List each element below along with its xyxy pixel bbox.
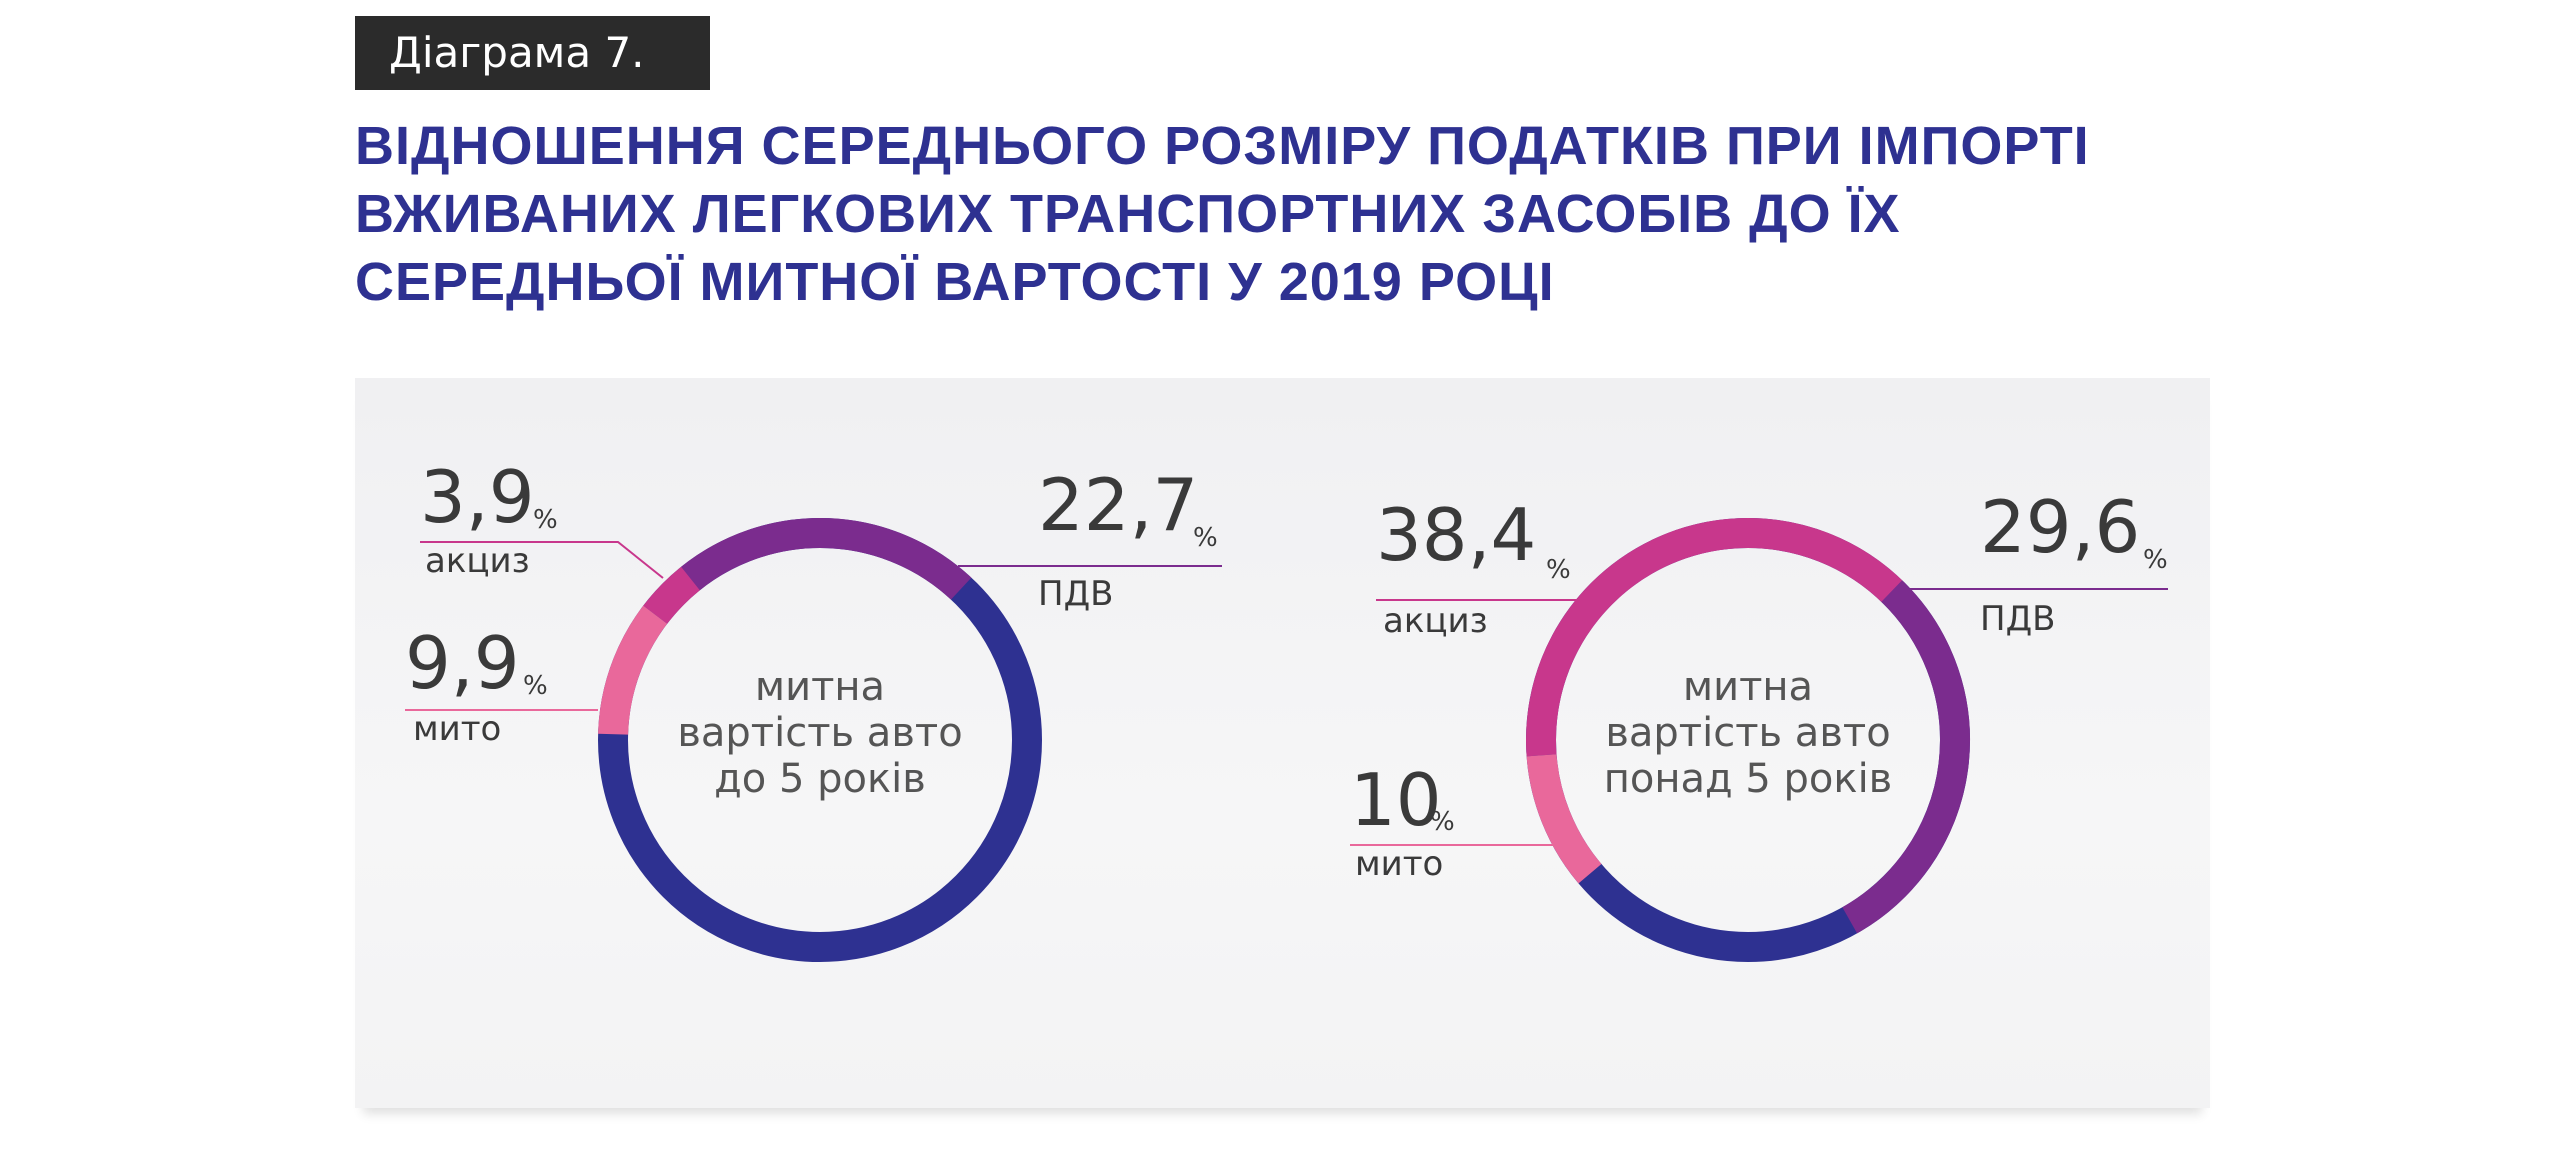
- slice-value-label: 38,4: [1376, 493, 1536, 577]
- title-line-2: ВЖИВАНИХ ЛЕГКОВИХ ТРАНСПОРТНИХ ЗАСОБІВ Д…: [355, 184, 1901, 244]
- donut-slice-akcyz: [643, 566, 701, 625]
- slice-unit-label: %: [1193, 523, 1218, 553]
- donut-center-label: вартість авто: [677, 710, 962, 756]
- slice-value-label: 3,9: [420, 455, 535, 539]
- slice-unit-label: %: [2143, 545, 2168, 575]
- slice-value-label: 10: [1350, 758, 1442, 842]
- slice-unit-label: %: [1430, 807, 1455, 837]
- slice-name-label: ПДВ: [1980, 599, 2055, 639]
- chart-panel: [355, 378, 2210, 1108]
- slice-name-label: мито: [1355, 844, 1443, 884]
- leader-line: [420, 541, 664, 579]
- diagram-number-tag: Діаграма 7.: [355, 16, 710, 90]
- slice-unit-label: %: [523, 671, 548, 701]
- slice-name-label: акциз: [425, 541, 530, 581]
- title-line-1: ВІДНОШЕННЯ СЕРЕДНЬОГО РОЗМІРУ ПОДАТКІВ П…: [355, 116, 2090, 176]
- slice-unit-label: %: [533, 505, 558, 535]
- chart-title: ВІДНОШЕННЯ СЕРЕДНЬОГО РОЗМІРУ ПОДАТКІВ П…: [355, 112, 2255, 316]
- donut-center-label: до 5 років: [714, 756, 926, 802]
- donut-center-label: понад 5 років: [1604, 756, 1893, 802]
- donut-center-label: митна: [755, 664, 885, 710]
- donut-slice-myto: [1526, 753, 1602, 884]
- slice-value-label: 22,7: [1038, 463, 1198, 547]
- slice-name-label: акциз: [1383, 601, 1488, 641]
- donut-center-label: митна: [1683, 664, 1813, 710]
- title-line-3: СЕРЕДНЬОЇ МИТНОЇ ВАРТОСТІ У 2019 РОЦІ: [355, 252, 1555, 312]
- slice-name-label: мито: [413, 709, 501, 749]
- donut-slice-myto: [598, 605, 668, 735]
- donut-slice-akcyz: [1526, 518, 1903, 757]
- slice-value-label: 29,6: [1980, 485, 2140, 569]
- donut-center-label: вартість авто: [1605, 710, 1890, 756]
- donut-slice-pdv: [681, 518, 972, 600]
- slice-name-label: ПДВ: [1038, 574, 1113, 614]
- slice-value-label: 9,9: [405, 621, 520, 705]
- slice-unit-label: %: [1546, 555, 1571, 585]
- donut-slice-pdv: [1842, 580, 1970, 934]
